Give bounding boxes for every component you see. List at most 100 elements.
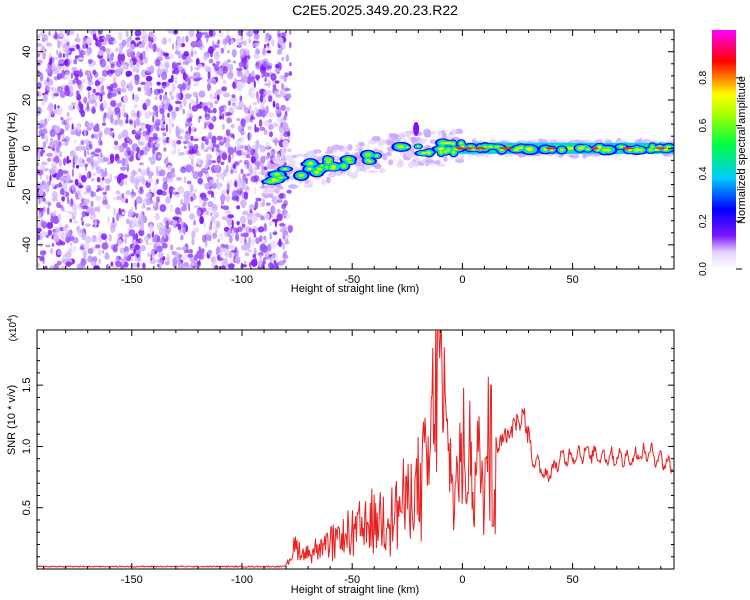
noise-speck bbox=[234, 256, 241, 264]
noise-speck bbox=[271, 262, 279, 269]
noise-speck bbox=[226, 59, 232, 63]
noise-speck bbox=[230, 123, 235, 129]
noise-speck bbox=[110, 69, 116, 74]
band-halo-speck bbox=[346, 170, 352, 177]
noise-speck bbox=[53, 263, 59, 269]
noise-speck bbox=[174, 68, 180, 75]
band-blob bbox=[619, 145, 624, 148]
noise-speck bbox=[253, 175, 260, 182]
noise-speck bbox=[87, 58, 93, 65]
noise-speck bbox=[228, 235, 233, 244]
noise-speck bbox=[236, 205, 241, 210]
noise-speck bbox=[60, 116, 63, 120]
noise-speck bbox=[191, 238, 195, 246]
noise-speck bbox=[70, 197, 74, 207]
noise-speck bbox=[167, 165, 173, 171]
noise-speck bbox=[68, 79, 73, 88]
band-halo-speck bbox=[354, 161, 362, 167]
noise-speck bbox=[225, 208, 231, 216]
noise-speck bbox=[51, 190, 58, 200]
spectrogram-y-axis: -40 -20 0 20 40 bbox=[21, 39, 674, 270]
noise-speck bbox=[150, 141, 154, 149]
colorbar-tick-label: 0.6 bbox=[698, 118, 709, 132]
noise-speck bbox=[227, 214, 235, 219]
noise-speck bbox=[154, 214, 160, 220]
noise-speck bbox=[169, 91, 173, 96]
noise-speck bbox=[192, 170, 199, 180]
band-halo-speck bbox=[321, 179, 326, 186]
noise-speck bbox=[215, 50, 219, 57]
band-blob bbox=[596, 149, 600, 151]
noise-speck bbox=[54, 229, 62, 238]
noise-speck bbox=[163, 147, 167, 152]
snr-multiplier: (x104) bbox=[7, 315, 19, 342]
noise-speck bbox=[138, 44, 143, 49]
noise-speck bbox=[94, 80, 100, 87]
band-halo-speck bbox=[334, 155, 341, 162]
noise-speck bbox=[116, 159, 122, 164]
noise-speck bbox=[97, 50, 104, 56]
noise-speck bbox=[227, 154, 232, 164]
noise-speck bbox=[282, 139, 289, 149]
noise-speck bbox=[92, 33, 97, 41]
noise-speck bbox=[83, 96, 88, 104]
noise-speck bbox=[231, 48, 237, 58]
noise-speck bbox=[122, 43, 125, 48]
noise-speck bbox=[274, 68, 281, 73]
noise-speck bbox=[226, 230, 231, 237]
noise-speck bbox=[212, 208, 217, 216]
noise-speck bbox=[282, 235, 286, 240]
snr-panel: -150 -100 -50 0 50 0.5 1.0 1.5 Height of strai… bbox=[6, 315, 675, 596]
noise-speck bbox=[222, 91, 229, 95]
noise-speck bbox=[244, 182, 247, 190]
noise-speck bbox=[262, 47, 266, 56]
noise-speck bbox=[37, 150, 41, 160]
noise-speck bbox=[267, 80, 271, 89]
noise-speck bbox=[193, 83, 199, 87]
band-blob bbox=[452, 151, 456, 154]
noise-speck bbox=[141, 136, 146, 144]
noise-speck bbox=[255, 65, 261, 69]
noise-speck bbox=[214, 64, 220, 72]
noise-speck bbox=[247, 125, 252, 131]
band-blob bbox=[314, 170, 319, 174]
band-halo-speck bbox=[276, 185, 283, 190]
noise-speck bbox=[214, 265, 219, 269]
noise-speck bbox=[49, 129, 56, 137]
noise-speck bbox=[173, 190, 176, 196]
noise-speck bbox=[240, 199, 247, 207]
noise-speck bbox=[157, 154, 162, 159]
x-tick-label: -100 bbox=[231, 574, 253, 586]
noise-speck bbox=[190, 196, 194, 202]
band-blob bbox=[327, 161, 331, 163]
noise-speck bbox=[92, 69, 97, 75]
noise-speck bbox=[180, 205, 188, 212]
noise-speck bbox=[188, 78, 191, 86]
noise-speck bbox=[120, 79, 126, 88]
noise-speck bbox=[122, 103, 126, 111]
noise-speck bbox=[272, 83, 277, 89]
noise-speck bbox=[37, 53, 41, 58]
noise-speck bbox=[168, 185, 174, 195]
noise-speck bbox=[141, 214, 147, 223]
noise-speck bbox=[110, 100, 117, 107]
noise-speck bbox=[195, 103, 203, 109]
band-halo-speck bbox=[332, 144, 341, 150]
noise-speck bbox=[47, 115, 51, 123]
band-halo-speck bbox=[414, 157, 421, 161]
noise-speck bbox=[194, 254, 198, 261]
noise-speck bbox=[51, 183, 56, 188]
noise-speck bbox=[92, 160, 95, 169]
noise-speck bbox=[225, 138, 229, 143]
y-tick-label: -20 bbox=[21, 189, 33, 205]
noise-speck bbox=[48, 52, 51, 59]
band-halo-speck bbox=[303, 184, 313, 189]
band-blob bbox=[527, 148, 533, 152]
noise-speck bbox=[118, 214, 122, 219]
noise-speck bbox=[191, 158, 194, 166]
noise-speck bbox=[240, 233, 244, 237]
noise-speck bbox=[127, 37, 131, 41]
noise-speck bbox=[76, 79, 82, 86]
noise-speck bbox=[45, 94, 48, 98]
band-blob bbox=[278, 176, 283, 179]
